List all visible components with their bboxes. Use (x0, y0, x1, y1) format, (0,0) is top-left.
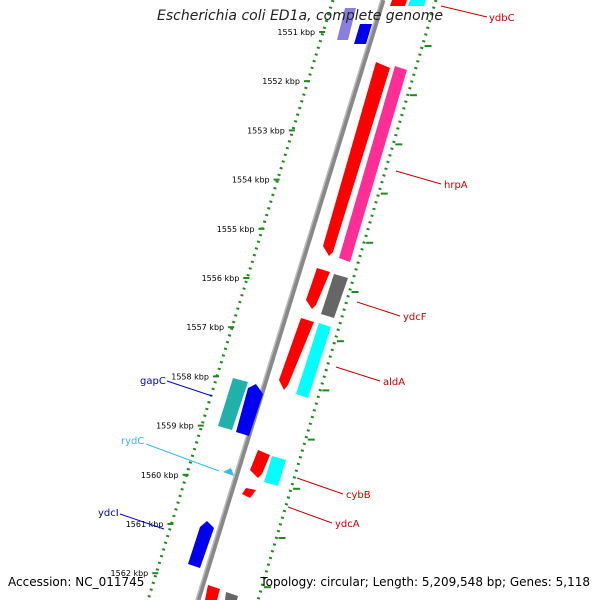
tick-label: 1559 kbp (156, 422, 194, 431)
gene-label-ydci[interactable]: ydcI (98, 508, 119, 519)
gene-label-cybb[interactable]: cybB (346, 490, 371, 501)
gene-ydbc-feature[interactable] (390, 0, 407, 6)
gene-features (188, 0, 426, 600)
cybb-leader (296, 477, 344, 495)
tick-label: 1558 kbp (171, 372, 209, 381)
gene-ydcf-red-feature[interactable] (306, 268, 330, 309)
gene-bottom-grey-feature[interactable] (225, 592, 238, 600)
ydcf-leader (356, 301, 401, 317)
tick-label: 1557 kbp (186, 323, 224, 332)
tick-label: 1562 kbp (111, 569, 149, 578)
gene-label-rydc[interactable]: rydC (121, 436, 144, 447)
rydc-leader (145, 443, 220, 472)
gene-label-ydbc[interactable]: ydbC (489, 13, 515, 24)
gene-label-ydcf[interactable]: ydcF (403, 312, 427, 323)
gapc-leader (166, 380, 213, 397)
accession-text: Accession: NC_011745 (8, 575, 145, 589)
ydbc-leader (440, 5, 488, 18)
tick-label: 1556 kbp (202, 274, 240, 283)
tick-label: 1560 kbp (141, 471, 179, 480)
tick-label: 1552 kbp (262, 77, 300, 86)
genome-backbone-highlight (195, 0, 382, 600)
gene-ydca-feature[interactable] (242, 488, 256, 498)
gene-labels: ydbC hrpA ydcF aldA gapC rydC cybB ydcA … (98, 13, 515, 530)
hrpa-leader (395, 170, 442, 185)
label-leaders (119, 5, 488, 530)
ydci-leader (119, 513, 165, 530)
gene-top-blue-feature[interactable] (354, 24, 372, 44)
gene-hrpa-red-feature[interactable] (323, 62, 390, 256)
tick-track-right-outer (256, 0, 438, 600)
gene-cyan-top-feature[interactable] (408, 0, 426, 6)
gene-gapc-teal-feature[interactable] (218, 378, 248, 430)
gene-hrpa-pink-feature[interactable] (339, 66, 407, 262)
gene-bottom-red-feature[interactable] (205, 585, 220, 600)
gene-cybb-red-feature[interactable] (250, 450, 270, 478)
ydca-leader (287, 506, 333, 524)
gene-top-lilac-feature[interactable] (337, 8, 356, 40)
genome-backbone (195, 0, 386, 600)
gene-ydcf-grey-feature[interactable] (321, 274, 348, 318)
map-title: Escherichia coli ED1a, complete genome (157, 8, 443, 24)
alda-leader (335, 366, 381, 382)
tick-label: 1554 kbp (232, 176, 270, 185)
tick-label: 1555 kbp (217, 225, 255, 234)
gene-label-hrpa[interactable]: hrpA (444, 180, 468, 191)
gene-label-gapc[interactable]: gapC (140, 376, 166, 387)
gene-alda-cyan-feature[interactable] (296, 323, 331, 398)
gene-gapc-blue-feature[interactable] (236, 384, 263, 436)
tick-marks: 1551 kbp 1552 kbp 1553 kbp 1554 kbp 1555 kbp… (111, 28, 432, 589)
gene-rydc-feature[interactable] (223, 468, 234, 476)
tick-label: 1551 kbp (277, 28, 315, 37)
gene-ydci-blue-feature[interactable] (188, 521, 214, 568)
tick-track-left (146, 0, 335, 600)
tick-label: 1553 kbp (247, 126, 285, 135)
gene-label-alda[interactable]: aldA (383, 377, 405, 388)
topology-summary: Topology: circular; Length: 5,209,548 bp… (260, 575, 590, 589)
gene-alda-red-feature[interactable] (279, 318, 314, 390)
tick-label: 1561 kbp (126, 520, 164, 529)
gene-label-ydca[interactable]: ydcA (335, 519, 360, 530)
gene-cybb-cyan-feature[interactable] (264, 456, 286, 486)
